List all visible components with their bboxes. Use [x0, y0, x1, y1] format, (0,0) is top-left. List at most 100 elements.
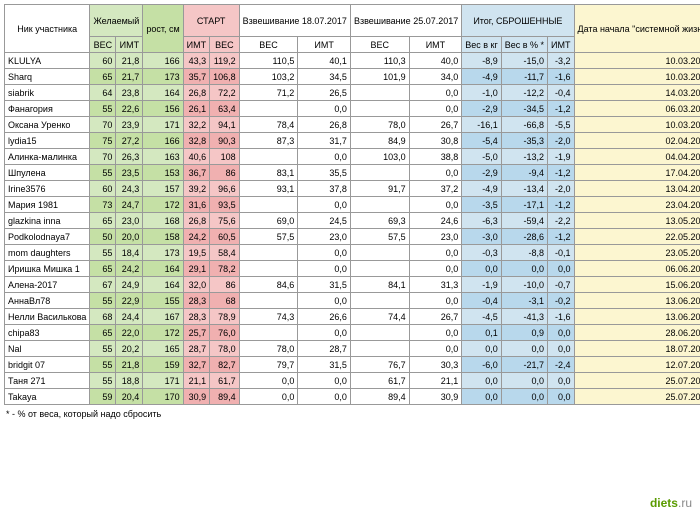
cell-w1-weight: 71,2 — [239, 85, 298, 101]
cell-start-bmi: 19,5 — [183, 245, 209, 261]
cell-w1-weight: 110,5 — [239, 53, 298, 69]
table-row: Мария 19817324,717231,693,50,00,0-3,5-17… — [5, 197, 700, 213]
cell-start-weight: 82,7 — [210, 357, 240, 373]
watermark-tld: .ru — [678, 496, 692, 510]
cell-height: 153 — [143, 165, 183, 181]
cell-w2-weight — [350, 341, 409, 357]
cell-start-bmi: 26,8 — [183, 85, 209, 101]
cell-height: 157 — [143, 181, 183, 197]
cell-height: 171 — [143, 373, 183, 389]
cell-w1-bmi: 31,7 — [298, 133, 351, 149]
cell-start-bmi: 32,2 — [183, 117, 209, 133]
cell-w1-bmi: 26,6 — [298, 309, 351, 325]
cell-start-bmi: 31,6 — [183, 197, 209, 213]
cell-w1-weight: 79,7 — [239, 357, 298, 373]
cell-height: 164 — [143, 261, 183, 277]
cell-desired-weight: 65 — [90, 261, 116, 277]
cell-date: 25.07.2017 — [574, 373, 700, 389]
cell-result-bmi: -1,6 — [548, 309, 574, 325]
cell-w1-weight: 83,1 — [239, 165, 298, 181]
table-row: Алинка-малинка7026,316340,61080,0103,038… — [5, 149, 700, 165]
sub-ves: ВЕС — [239, 37, 298, 53]
cell-start-bmi: 35,7 — [183, 69, 209, 85]
cell-desired-weight: 55 — [90, 373, 116, 389]
cell-date: 17.04.2017 — [574, 165, 700, 181]
cell-name: siabrik — [5, 85, 90, 101]
cell-w2-bmi: 40,0 — [409, 53, 462, 69]
cell-w2-bmi: 0,0 — [409, 261, 462, 277]
cell-name: Нелли Василькова — [5, 309, 90, 325]
cell-start-weight: 60,5 — [210, 229, 240, 245]
cell-name: KLULYA — [5, 53, 90, 69]
cell-w2-weight: 78,0 — [350, 117, 409, 133]
cell-w1-weight — [239, 293, 298, 309]
col-start: СТАРТ — [183, 5, 239, 37]
cell-w1-weight: 93,1 — [239, 181, 298, 197]
sub-veskg: Вес в кг — [462, 37, 502, 53]
cell-result-kg: 0,1 — [462, 325, 502, 341]
cell-result-bmi: -1,2 — [548, 165, 574, 181]
cell-date: 18.07.2017 — [574, 341, 700, 357]
cell-result-bmi: -3,2 — [548, 53, 574, 69]
cell-result-kg: -3,0 — [462, 229, 502, 245]
cell-result-pct: -8,8 — [501, 245, 547, 261]
cell-w2-weight: 76,7 — [350, 357, 409, 373]
cell-start-weight: 78,2 — [210, 261, 240, 277]
cell-w1-weight — [239, 261, 298, 277]
cell-w2-weight — [350, 261, 409, 277]
cell-w2-weight: 103,0 — [350, 149, 409, 165]
cell-name: mom daughters — [5, 245, 90, 261]
cell-result-kg: -5,4 — [462, 133, 502, 149]
cell-result-pct: 0,0 — [501, 389, 547, 405]
cell-date: 28.06.2017 — [574, 325, 700, 341]
cell-result-bmi: -1,2 — [548, 229, 574, 245]
cell-w2-bmi: 26,7 — [409, 309, 462, 325]
cell-w2-bmi: 0,0 — [409, 293, 462, 309]
cell-w2-weight — [350, 197, 409, 213]
cell-result-bmi: -1,6 — [548, 69, 574, 85]
cell-w2-weight — [350, 85, 409, 101]
cell-result-pct: -66,8 — [501, 117, 547, 133]
cell-w2-bmi: 24,6 — [409, 213, 462, 229]
cell-w1-weight — [239, 245, 298, 261]
cell-name: Алена-2017 — [5, 277, 90, 293]
cell-start-bmi: 24,2 — [183, 229, 209, 245]
cell-result-bmi: 0,0 — [548, 325, 574, 341]
cell-date: 13.06.2017 — [574, 309, 700, 325]
cell-desired-bmi: 23,5 — [116, 165, 143, 181]
table-row: lydia157527,216632,890,387,331,784,930,8… — [5, 133, 700, 149]
cell-w1-weight: 69,0 — [239, 213, 298, 229]
cell-date: 25.07.2017 — [574, 389, 700, 405]
cell-result-pct: 0,0 — [501, 341, 547, 357]
cell-start-bmi: 43,3 — [183, 53, 209, 69]
cell-date: 23.04.2017 — [574, 197, 700, 213]
cell-height: 155 — [143, 293, 183, 309]
cell-w2-bmi: 30,8 — [409, 133, 462, 149]
cell-result-kg: -6,3 — [462, 213, 502, 229]
cell-height: 172 — [143, 325, 183, 341]
cell-start-weight: 76,0 — [210, 325, 240, 341]
table-row: Нелли Василькова6824,416728,378,974,326,… — [5, 309, 700, 325]
cell-height: 156 — [143, 101, 183, 117]
cell-date: 23.05.2017 — [574, 245, 700, 261]
cell-w2-weight — [350, 325, 409, 341]
cell-w1-bmi: 0,0 — [298, 197, 351, 213]
table-row: mom daughters5518,417319,558,40,00,0-0,3… — [5, 245, 700, 261]
table-row: KLULYA6021,816643,3119,2110,540,1110,340… — [5, 53, 700, 69]
cell-desired-bmi: 21,7 — [116, 69, 143, 85]
cell-name: bridgit 07 — [5, 357, 90, 373]
cell-w2-bmi: 0,0 — [409, 197, 462, 213]
cell-desired-bmi: 26,3 — [116, 149, 143, 165]
cell-result-kg: -16,1 — [462, 117, 502, 133]
cell-desired-weight: 55 — [90, 341, 116, 357]
cell-w1-weight: 87,3 — [239, 133, 298, 149]
cell-start-weight: 108 — [210, 149, 240, 165]
cell-desired-weight: 65 — [90, 213, 116, 229]
cell-result-kg: 0,0 — [462, 261, 502, 277]
cell-w2-bmi: 26,7 — [409, 117, 462, 133]
cell-start-bmi: 36,7 — [183, 165, 209, 181]
watermark: diets.ru — [650, 496, 692, 510]
cell-desired-weight: 68 — [90, 309, 116, 325]
cell-desired-bmi: 24,7 — [116, 197, 143, 213]
cell-result-bmi: -0,7 — [548, 277, 574, 293]
